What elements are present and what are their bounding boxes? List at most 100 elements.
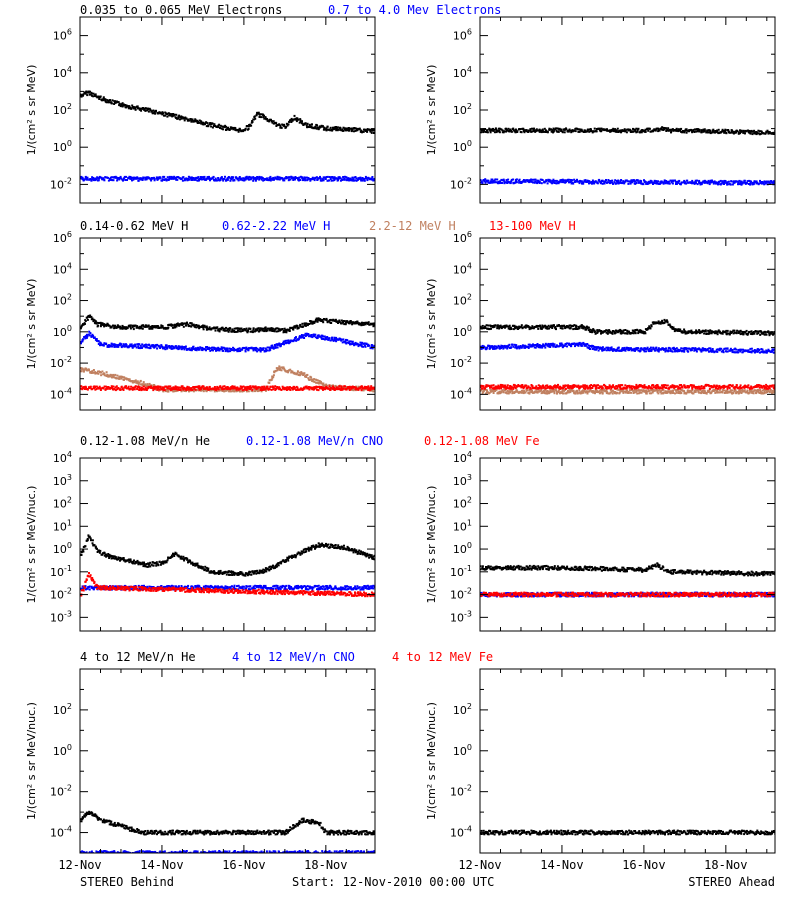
data-point <box>80 367 82 369</box>
data-point <box>311 380 314 382</box>
data-point <box>757 332 760 335</box>
data-point <box>548 327 551 330</box>
data-point <box>206 346 208 348</box>
data-point <box>334 127 337 130</box>
y-tick-label: 102 <box>53 293 72 308</box>
data-point <box>679 328 682 331</box>
data-point <box>348 340 351 343</box>
data-point <box>256 347 259 350</box>
data-point <box>503 130 506 133</box>
data-point <box>629 331 632 334</box>
data-point <box>506 345 508 348</box>
data-point <box>112 376 115 379</box>
data-point <box>118 178 121 181</box>
data-point <box>683 328 686 331</box>
data-point <box>190 120 193 123</box>
data-point <box>636 130 639 133</box>
data-point <box>224 387 227 389</box>
data-point <box>671 182 674 185</box>
data-point <box>304 332 307 335</box>
data-point <box>565 326 568 329</box>
data-point <box>742 131 745 134</box>
data-point <box>92 95 95 98</box>
data-point <box>241 129 244 132</box>
data-point <box>109 375 111 378</box>
data-point <box>222 388 225 391</box>
y-tick-label: 106 <box>453 28 472 43</box>
data-point <box>210 123 213 125</box>
data-point <box>765 130 768 133</box>
data-point <box>222 349 225 352</box>
data-point <box>120 177 123 180</box>
data-point <box>298 336 301 339</box>
data-point <box>546 131 549 134</box>
data-point <box>103 325 106 328</box>
data-point <box>285 125 288 128</box>
data-point <box>634 329 637 331</box>
data-point <box>95 372 98 375</box>
data-point <box>142 107 145 110</box>
data-point <box>723 183 725 185</box>
data-point <box>107 375 110 378</box>
data-point <box>526 179 529 182</box>
series-1 <box>80 175 375 182</box>
data-point <box>492 181 495 184</box>
data-point <box>359 343 361 346</box>
data-point <box>209 387 212 390</box>
data-point <box>358 322 361 325</box>
data-point <box>157 326 160 329</box>
data-point <box>266 327 269 330</box>
data-point <box>737 181 740 184</box>
data-point <box>738 330 741 333</box>
data-point <box>335 336 338 339</box>
data-point <box>313 335 315 337</box>
data-point <box>574 180 577 182</box>
data-point <box>711 179 713 182</box>
data-point <box>259 350 262 353</box>
data-point <box>535 129 538 132</box>
data-point <box>125 106 128 109</box>
data-point <box>570 180 573 183</box>
data-point <box>518 325 521 328</box>
data-point <box>238 328 241 331</box>
data-point <box>190 387 193 390</box>
data-point <box>155 109 157 112</box>
data-point <box>305 332 308 335</box>
data-point <box>317 128 320 130</box>
data-point <box>488 344 491 347</box>
data-point <box>231 349 234 352</box>
data-point <box>248 175 251 178</box>
data-point <box>512 324 515 327</box>
data-point <box>499 324 502 327</box>
data-point <box>289 386 292 389</box>
data-point <box>489 131 492 134</box>
data-point <box>336 320 339 323</box>
data-point <box>93 387 95 390</box>
data-point <box>371 344 374 347</box>
data-point <box>703 181 706 184</box>
data-point <box>658 321 661 324</box>
data-point <box>580 180 583 183</box>
data-point <box>170 388 173 391</box>
data-point <box>192 177 195 179</box>
data-point <box>176 117 179 120</box>
data-point <box>683 131 686 134</box>
data-point <box>498 129 501 132</box>
data-point <box>116 344 119 347</box>
data-point <box>610 130 613 133</box>
data-point <box>726 183 729 186</box>
data-point <box>641 129 644 131</box>
data-point <box>163 346 165 349</box>
data-point <box>276 176 279 179</box>
data-point <box>531 130 534 133</box>
data-point <box>667 127 670 130</box>
data-point <box>163 178 166 181</box>
data-point <box>503 324 506 327</box>
data-point <box>487 327 490 330</box>
data-point <box>211 177 214 180</box>
data-point <box>336 126 339 129</box>
data-point <box>296 386 299 389</box>
data-point <box>171 324 174 327</box>
data-point <box>695 182 697 185</box>
data-point <box>289 389 292 391</box>
